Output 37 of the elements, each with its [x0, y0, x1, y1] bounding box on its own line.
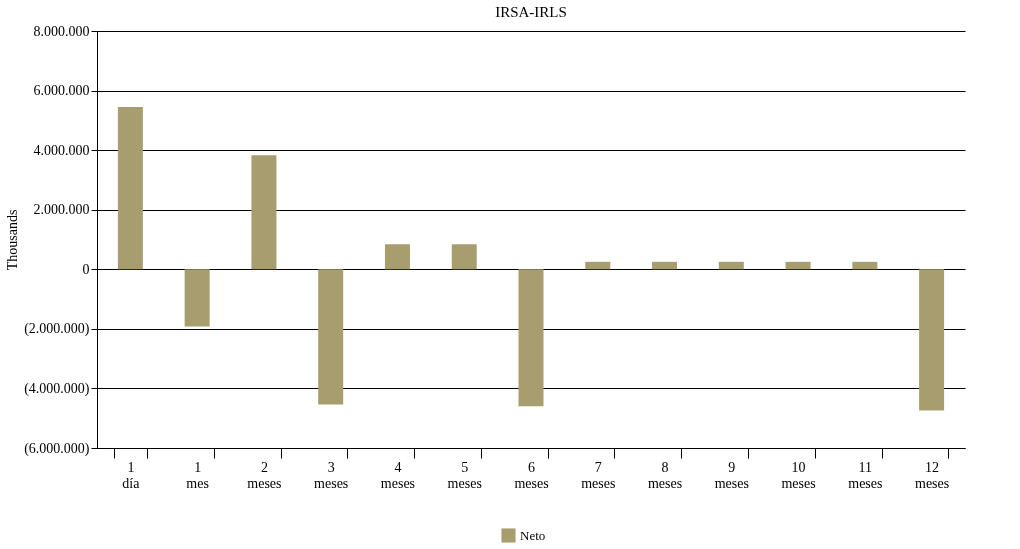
- x-tick-label: 1 día: [122, 459, 141, 491]
- bar: [184, 269, 210, 327]
- y-tick-label: 0: [82, 261, 90, 277]
- x-tick-label: 9 meses: [714, 459, 749, 491]
- bar: [919, 269, 945, 411]
- bar: [318, 269, 344, 405]
- bar: [718, 261, 744, 270]
- y-tick-label: 6.000.000: [33, 83, 90, 99]
- bar: [384, 244, 410, 270]
- x-tick-label: 1 mes: [186, 459, 209, 491]
- y-tick-label: (2.000.000): [24, 321, 90, 338]
- bar: [251, 155, 277, 270]
- bar: [785, 261, 811, 270]
- y-tick-label: 4.000.000: [33, 142, 90, 158]
- bar: [451, 244, 477, 270]
- y-axis-title: Thousands: [5, 209, 21, 271]
- x-tick-label: 3 meses: [314, 459, 349, 491]
- x-tick-label: 11 meses: [848, 459, 883, 491]
- bar: [852, 261, 878, 270]
- x-tick-label: 2 meses: [247, 459, 282, 491]
- y-tick-label: (4.000.000): [24, 380, 90, 397]
- y-tick-label: (6.000.000): [24, 440, 90, 457]
- bar: [518, 269, 544, 407]
- x-tick-label: 12 meses: [915, 459, 950, 491]
- x-tick-label: 4 meses: [380, 459, 416, 491]
- x-tick-label: 10 meses: [781, 459, 816, 491]
- bar: [585, 261, 611, 270]
- x-tick-label: 7 meses: [581, 459, 616, 491]
- y-tick-label: 8.000.000: [33, 23, 90, 39]
- chart-title: IRSA-IRLS: [495, 4, 567, 20]
- x-tick-label: 5 meses: [447, 459, 482, 491]
- x-tick-label: 8 meses: [647, 459, 683, 491]
- x-tick-label: 6 meses: [514, 459, 549, 491]
- bar: [652, 261, 678, 270]
- y-tick-label: 2.000.000: [33, 202, 90, 218]
- bar: [117, 106, 143, 270]
- legend-label: Neto: [520, 527, 546, 543]
